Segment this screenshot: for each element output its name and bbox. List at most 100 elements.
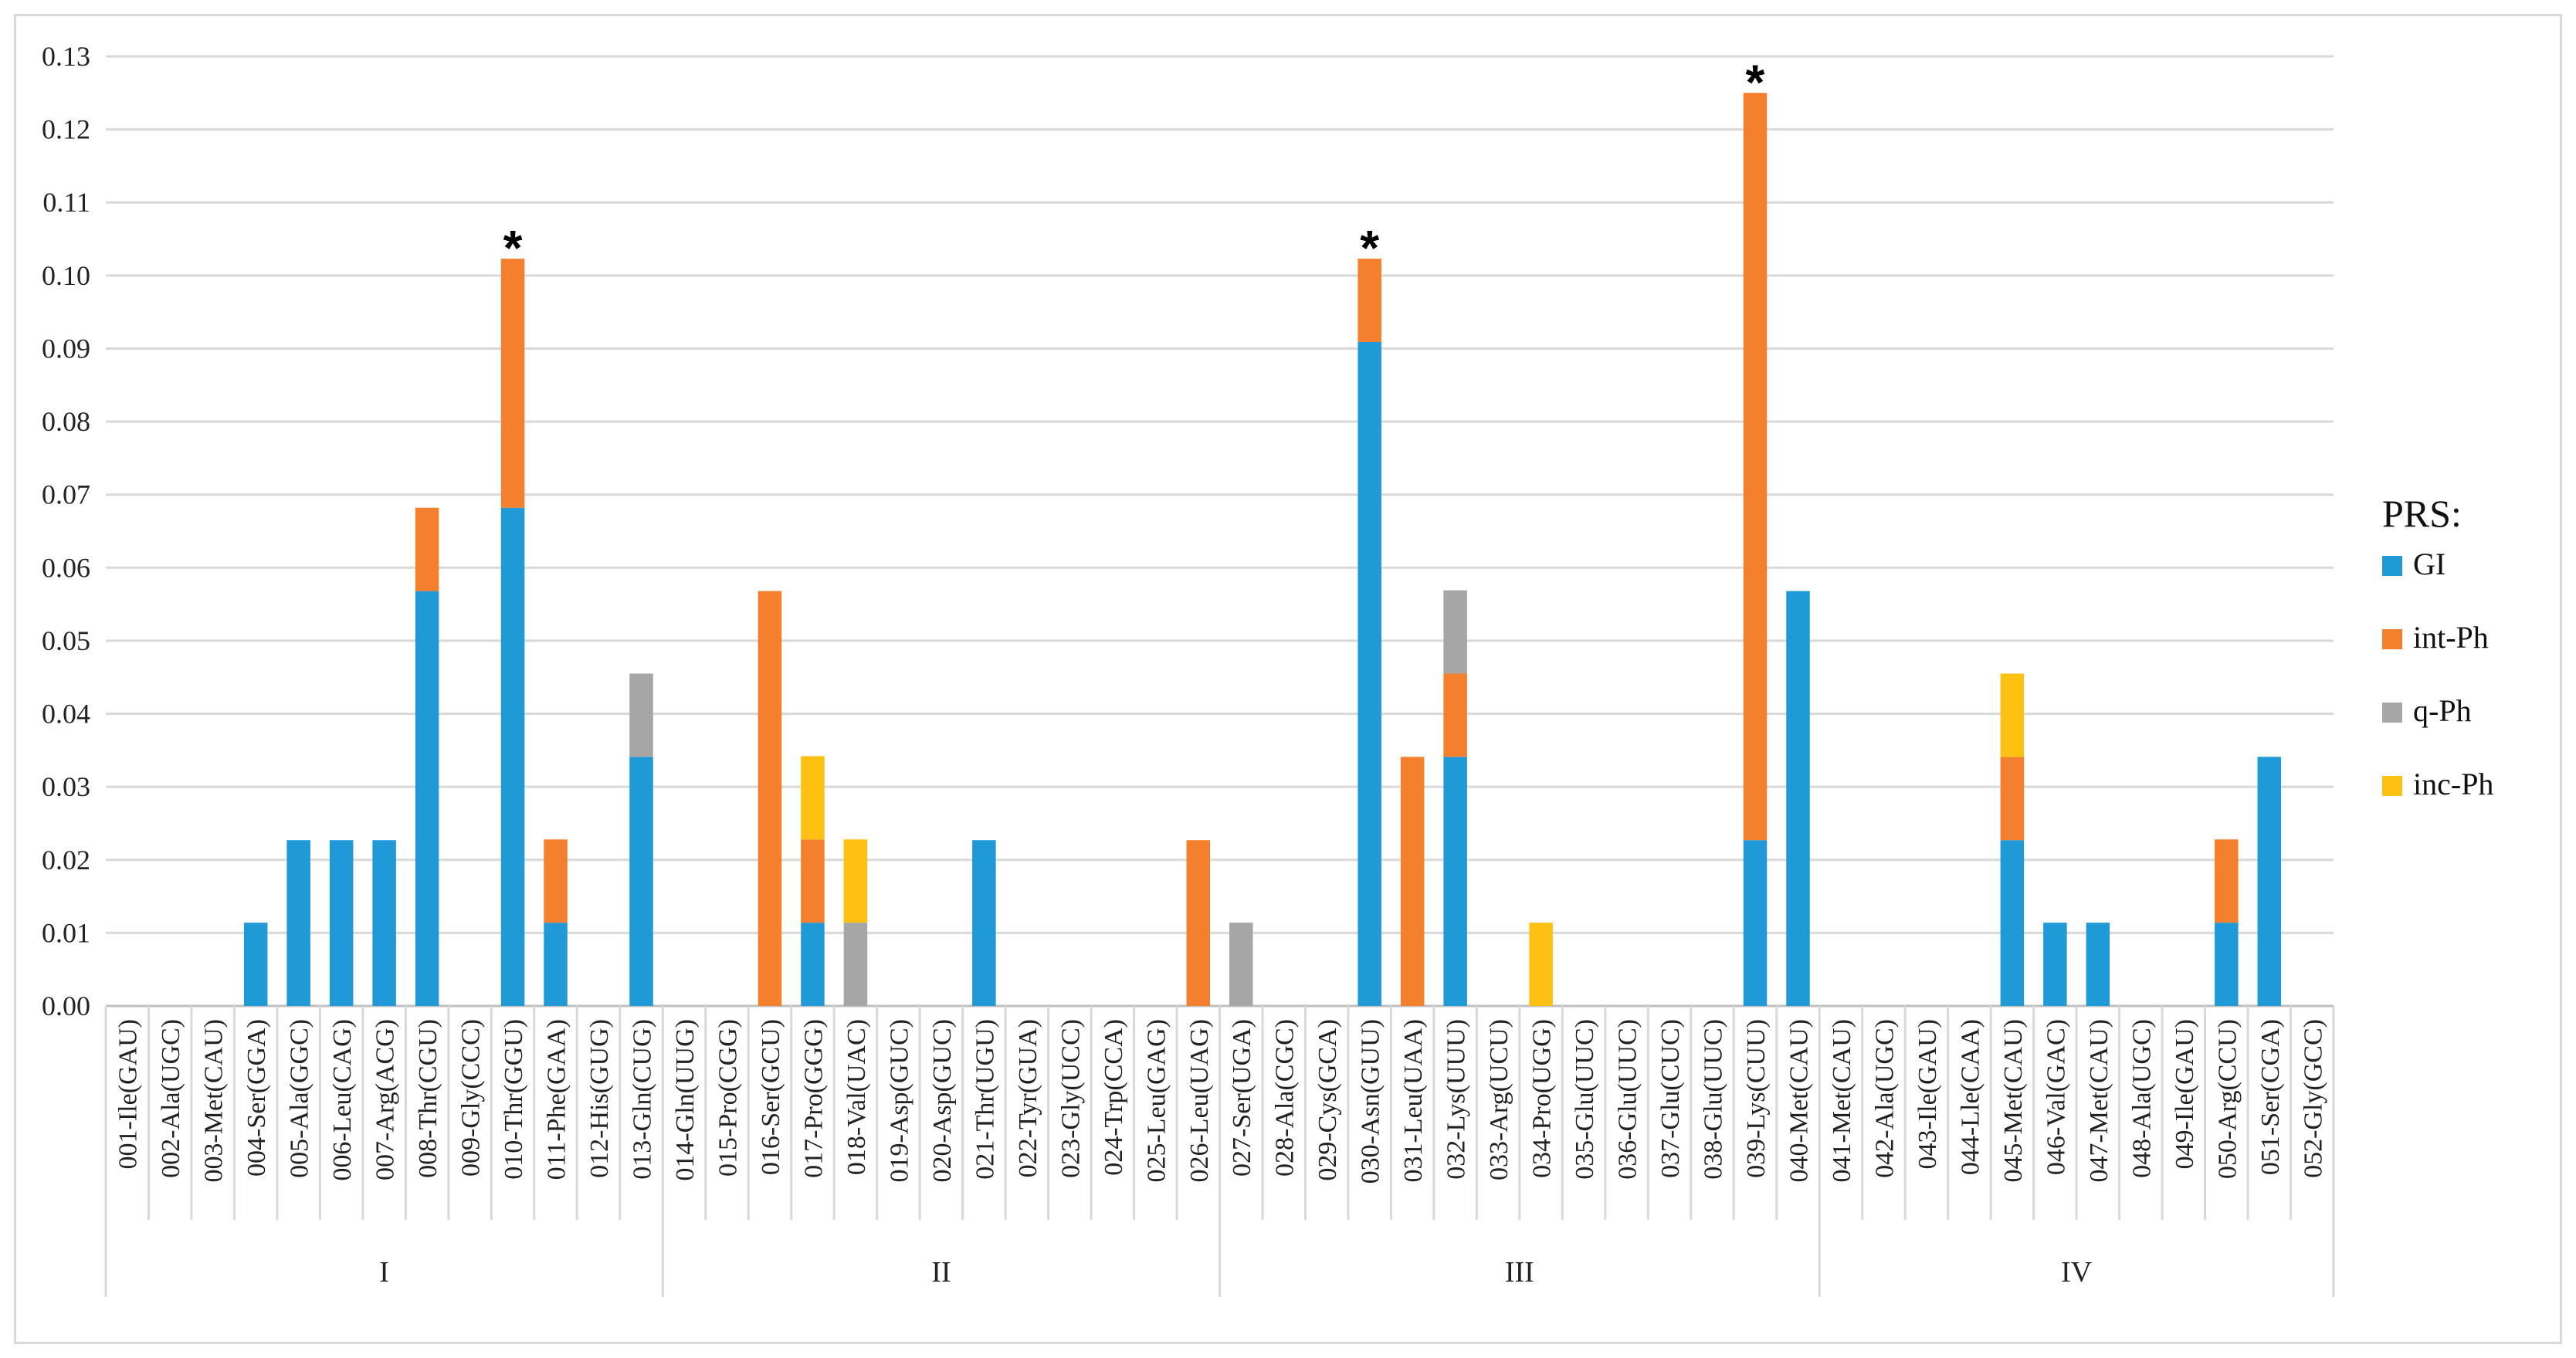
- legend-label: q-Ph: [2413, 693, 2472, 728]
- bar-segment-q-ph: [629, 673, 653, 757]
- x-tick-label: 027-Ser(UGA): [1228, 1019, 1256, 1177]
- x-tick-label: 052-Gly(GCC): [2299, 1019, 2327, 1178]
- bar-segment-gi: [329, 840, 354, 1006]
- x-tick-label: 002-Ala(UGC): [157, 1019, 185, 1178]
- legend-label: GI: [2413, 547, 2446, 581]
- x-tick-label: 025-Leu(GAG): [1142, 1019, 1171, 1183]
- x-tick-label: 019-Asp(GUC): [885, 1019, 913, 1183]
- x-tick-label: 044-Lle(CAA): [1956, 1019, 1985, 1175]
- bar-segment-int-ph: [415, 507, 439, 591]
- x-tick-label: 048-Ala(UGC): [2127, 1019, 2156, 1178]
- x-tick-label: 051-Ser(CGA): [2256, 1019, 2285, 1175]
- x-tick-label: 031-Leu(UAA): [1399, 1019, 1428, 1183]
- y-tick-label: 0.04: [42, 699, 90, 730]
- group-label: III: [1505, 1256, 1534, 1289]
- x-tick-label: 038-Glu(UUC): [1700, 1019, 1728, 1180]
- bar-segment-int-ph: [758, 591, 782, 1006]
- x-tick-label: 045-Met(CAU): [1999, 1019, 2028, 1183]
- x-tick-label: 009-Gly(CCC): [457, 1019, 486, 1177]
- y-tick-label: 0.01: [42, 917, 90, 948]
- bar-segment-gi: [1357, 341, 1381, 1006]
- x-tick-label: 022-Tyr(GUA): [1014, 1019, 1042, 1177]
- x-tick-label: 041-Met(CAU): [1828, 1019, 1856, 1183]
- x-tick-label: 030-Asn(GUU): [1357, 1019, 1385, 1184]
- x-tick-label: 049-Ile(GAU): [2171, 1019, 2199, 1170]
- y-tick-label: 0.08: [42, 406, 90, 437]
- x-tick-label: 032-Lys(UUU): [1442, 1019, 1471, 1180]
- x-tick-label: 021-Thr(UGU): [971, 1019, 999, 1180]
- x-tick-label: 015-Pro(CGG): [713, 1019, 742, 1177]
- bar-segment-gi: [500, 507, 525, 1006]
- bar-segment-gi: [972, 840, 996, 1006]
- y-tick-label: 0.03: [42, 771, 90, 802]
- bar-segment-int-ph: [1357, 259, 1381, 342]
- x-tick-label: 029-Cys(GCA): [1313, 1019, 1342, 1181]
- legend-swatch-int-ph: [2382, 629, 2402, 649]
- x-tick-label: 003-Met(CAU): [200, 1019, 229, 1183]
- bar-segment-q-ph: [1443, 590, 1467, 674]
- significance-star: *: [503, 220, 523, 276]
- x-tick-label: 005-Ala(GGC): [286, 1019, 314, 1178]
- legend-title: PRS:: [2382, 492, 2462, 535]
- x-tick-label: 023-Gly(UCC): [1056, 1019, 1085, 1178]
- significance-star: *: [1746, 54, 1765, 110]
- y-tick-label: 0.11: [42, 187, 90, 218]
- x-tick-label: 008-Thr(CGU): [414, 1019, 442, 1178]
- x-tick-label: 050-Arg(CCU): [2213, 1019, 2242, 1179]
- y-tick-label: 0.06: [42, 552, 90, 583]
- bar-segment-gi: [2000, 840, 2025, 1006]
- legend-swatch-q-ph: [2382, 703, 2402, 723]
- bar-segment-gi: [801, 923, 825, 1006]
- bar-segment-gi: [243, 923, 268, 1006]
- bar-segment-gi: [415, 591, 439, 1006]
- legend-label: inc-Ph: [2413, 767, 2493, 801]
- x-tick-label: 018-Val(UAC): [842, 1019, 871, 1175]
- x-tick-label: 026-Leu(UAG): [1185, 1019, 1214, 1183]
- bar-segment-gi: [1743, 840, 1768, 1006]
- bar-segment-inc-ph: [2000, 673, 2025, 757]
- bar-segment-int-ph: [500, 259, 525, 508]
- x-tick-label: 020-Asp(GUC): [928, 1019, 957, 1183]
- bar-segment-int-ph: [1186, 840, 1211, 1006]
- bar-segment-gi: [372, 840, 396, 1006]
- bar-segment-int-ph: [1443, 673, 1467, 757]
- y-tick-label: 0.13: [42, 41, 90, 72]
- x-tick-label: 004-Ser(GGA): [242, 1019, 271, 1177]
- bar-segment-inc-ph: [801, 756, 825, 840]
- x-tick-label: 035-Glu(UUC): [1571, 1019, 1599, 1180]
- group-label: I: [379, 1256, 389, 1289]
- bar-segment-q-ph: [1229, 923, 1253, 1006]
- bar-segment-int-ph: [801, 839, 825, 923]
- x-tick-label: 007-Arg(ACG): [371, 1019, 400, 1180]
- x-tick-label: 024-Trp(CCA): [1100, 1019, 1128, 1176]
- group-label: II: [931, 1256, 951, 1289]
- legend-swatch-inc-ph: [2382, 776, 2402, 796]
- x-tick-label: 012-His(GUG): [585, 1019, 614, 1178]
- bar-segment-gi: [1786, 591, 1810, 1006]
- x-tick-label: 006-Leu(CAG): [328, 1019, 357, 1181]
- bar-segment-int-ph: [1743, 93, 1768, 841]
- x-tick-label: 043-Ile(GAU): [1913, 1019, 1942, 1170]
- x-tick-label: 011-Phe(GAA): [543, 1019, 571, 1180]
- x-tick-label: 040-Met(CAU): [1785, 1019, 1813, 1183]
- bar-segment-gi: [2257, 757, 2282, 1006]
- x-tick-label: 047-Met(CAU): [2085, 1019, 2113, 1183]
- bar-segment-gi: [286, 840, 310, 1006]
- y-tick-label: 0.00: [42, 991, 90, 1021]
- y-tick-label: 0.12: [42, 114, 90, 145]
- x-tick-label: 010-Thr(GGU): [500, 1019, 528, 1180]
- x-tick-label: 039-Lys(CUU): [1742, 1019, 1771, 1178]
- x-tick-label: 033-Arg(UCU): [1485, 1019, 1513, 1180]
- y-tick-label: 0.05: [42, 625, 90, 656]
- x-tick-label: 017-Pro(GGG): [799, 1019, 828, 1178]
- x-tick-label: 046-Val(GAC): [2042, 1019, 2070, 1175]
- y-tick-label: 0.09: [42, 333, 90, 364]
- x-tick-label: 014-Gln(UUG): [671, 1019, 700, 1181]
- bar-segment-inc-ph: [1529, 923, 1553, 1006]
- bar-segment-int-ph: [2000, 757, 2025, 841]
- legend-label: int-Ph: [2413, 620, 2489, 655]
- x-tick-label: 001-Ile(GAU): [114, 1019, 143, 1170]
- group-label: IV: [2061, 1256, 2093, 1289]
- bar-segment-gi: [2086, 923, 2110, 1006]
